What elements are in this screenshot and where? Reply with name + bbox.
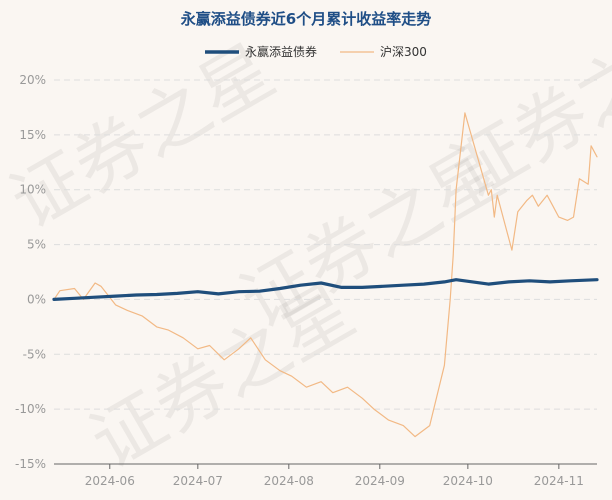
x-tick-label: 2024-06: [85, 474, 135, 488]
x-tick-label: 2024-08: [264, 474, 314, 488]
chart-title: 永赢添益债券近6个月累计收益率走势: [180, 10, 431, 28]
watermark-text: 证券之星: [77, 268, 368, 485]
y-tick-label: -15%: [15, 457, 46, 471]
y-tick-label: 0%: [27, 292, 46, 306]
y-tick-label: 5%: [27, 238, 46, 252]
y-tick-label: -5%: [23, 347, 46, 361]
series-layer: [52, 112, 599, 438]
series-line-1: [52, 278, 599, 301]
x-tick-label: 2024-10: [443, 474, 493, 488]
x-tick-label: 2024-09: [355, 474, 405, 488]
y-tick-label: 15%: [19, 128, 46, 142]
legend: 永赢添益债券 沪深300: [205, 44, 427, 59]
x-tick-label: 2024-07: [173, 474, 223, 488]
legend-label-2: 沪深300: [380, 45, 427, 59]
legend-label-1: 永赢添益债券: [245, 44, 317, 59]
x-axis: 2024-06 2024-07 2024-08 2024-09 2024-10 2024-…: [54, 463, 597, 488]
y-tick-label: -10%: [15, 402, 46, 416]
y-tick-label: 20%: [19, 73, 46, 87]
y-tick-label: 10%: [19, 183, 46, 197]
series-line-2: [53, 112, 598, 438]
x-tick-label: 2024-11: [534, 474, 584, 488]
y-axis: 20% 15% 10% 5% 0% -5% -10% -15%: [15, 73, 46, 471]
